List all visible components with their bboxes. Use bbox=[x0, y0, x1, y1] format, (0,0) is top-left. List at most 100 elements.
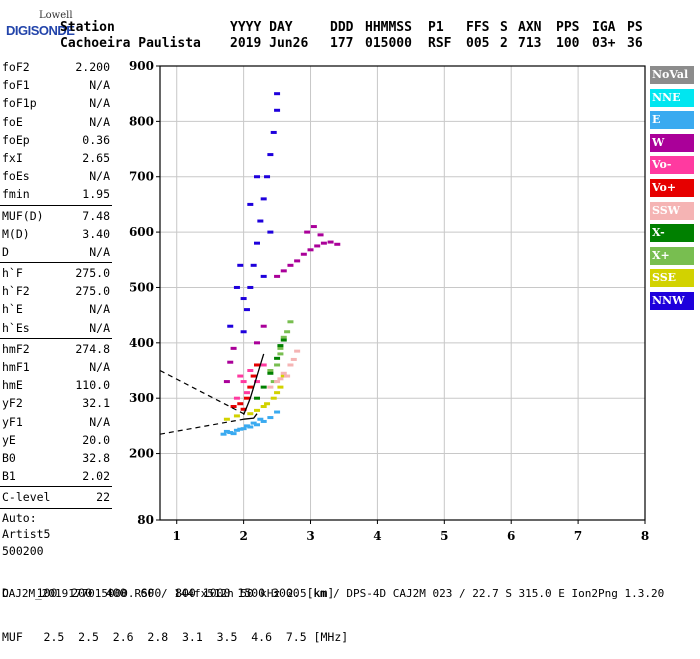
muf-row: MUF 2.5 2.5 2.6 2.8 3.1 3.5 4.6 7.5 [MHz… bbox=[2, 629, 349, 644]
param-value: N/A bbox=[89, 169, 110, 184]
data-point-w bbox=[307, 248, 314, 252]
header-station-label: Station bbox=[60, 20, 115, 35]
data-point-w bbox=[294, 259, 301, 263]
data-point-nnw bbox=[254, 241, 260, 245]
param-row: h`F2 275.0 bbox=[0, 282, 112, 300]
param-row: fxI 2.65 bbox=[0, 149, 112, 167]
y-tick-label: 600 bbox=[129, 225, 154, 239]
param-value: 20.0 bbox=[82, 432, 110, 447]
data-point-x bbox=[274, 363, 281, 367]
header-p1-value: RSF bbox=[428, 36, 452, 51]
param-row: B1 2.02 bbox=[0, 467, 112, 485]
data-point-e bbox=[254, 423, 260, 427]
data-point-x bbox=[277, 344, 284, 348]
data-point-sse bbox=[270, 396, 277, 400]
param-name: hmE bbox=[2, 378, 23, 393]
data-point-nnw bbox=[257, 219, 264, 223]
param-row: hmF1 N/A bbox=[0, 358, 112, 376]
legend-item-nnw: NNW bbox=[650, 291, 694, 310]
data-point-nnw bbox=[247, 285, 254, 289]
param-separator bbox=[0, 337, 112, 339]
data-point-ssw bbox=[294, 349, 301, 353]
param-value: 3.40 bbox=[82, 226, 110, 241]
data-point-w bbox=[260, 324, 267, 328]
data-point-vo bbox=[247, 385, 254, 389]
data-point-e bbox=[274, 410, 281, 414]
legend: NoVal NNE E W Vo- Vo+ SSW X- X+ SSE NNW bbox=[650, 66, 694, 315]
data-point-vo bbox=[237, 374, 244, 378]
data-point-vo bbox=[230, 405, 237, 408]
data-point-vo bbox=[247, 369, 254, 373]
param-row: hmF2 274.8 bbox=[0, 340, 112, 358]
param-value: 32.8 bbox=[82, 450, 110, 465]
y-tick-label: 400 bbox=[129, 336, 154, 350]
data-point-e bbox=[223, 429, 230, 433]
header-time-value: 015000 bbox=[365, 36, 412, 51]
param-name: C-level bbox=[2, 490, 51, 505]
legend-item-ssw: SSW bbox=[650, 201, 694, 220]
x-tick-label: 4 bbox=[373, 529, 381, 543]
param-row: M(D) 3.40 bbox=[0, 225, 112, 243]
distance-row: D 100 200 400 600 800 1000 1500 3000 [km… bbox=[2, 586, 335, 600]
x-tick-label: 7 bbox=[574, 529, 582, 543]
data-point-nnw bbox=[247, 202, 254, 206]
param-separator bbox=[0, 204, 112, 206]
param-row: yF2 32.1 bbox=[0, 394, 112, 412]
logo-lowell-text: Lowell bbox=[39, 10, 73, 21]
param-value: 274.8 bbox=[75, 341, 110, 356]
param-value: N/A bbox=[89, 96, 110, 111]
param-name: hmF2 bbox=[2, 341, 30, 356]
param-separator bbox=[0, 507, 112, 509]
param-name: yF1 bbox=[2, 414, 23, 429]
y-tick-label: 300 bbox=[129, 391, 154, 405]
legend-item-sse: SSE bbox=[650, 269, 694, 288]
param-value: 110.0 bbox=[75, 378, 110, 393]
legend-item-x: X+ bbox=[650, 246, 694, 265]
param-row: yE 20.0 bbox=[0, 431, 112, 449]
param-row: foE N/A bbox=[0, 113, 112, 131]
data-point-e bbox=[247, 425, 254, 429]
data-point-w bbox=[230, 346, 237, 350]
param-name: fmin bbox=[2, 187, 30, 202]
param-name: h`E bbox=[2, 302, 23, 317]
param-row: h`E N/A bbox=[0, 300, 112, 318]
ionogram-chart: 1 2 3 4 5 6 7 8 80 200 300 400 500 600 700 800 900 bbox=[129, 59, 649, 543]
data-point-ssw bbox=[274, 380, 281, 384]
data-point-w bbox=[314, 244, 321, 248]
data-point-nnw bbox=[270, 130, 277, 134]
data-point-nnw bbox=[227, 324, 234, 328]
logo-digisonde-text: DIGISONDE bbox=[6, 23, 75, 38]
data-point-w bbox=[223, 380, 230, 384]
legend-item-w: W bbox=[650, 133, 694, 152]
data-point-vo bbox=[237, 402, 244, 406]
data-point-nnw bbox=[243, 308, 250, 312]
legend-item-vo: Vo+ bbox=[650, 178, 694, 197]
param-row: foEp 0.36 bbox=[0, 131, 112, 149]
header-s-label: S bbox=[500, 20, 508, 35]
x-tick-label: 1 bbox=[173, 529, 181, 543]
data-point-nnw bbox=[254, 175, 260, 179]
data-point-w bbox=[227, 360, 234, 364]
param-row: foF2 2.200 bbox=[0, 58, 112, 76]
param-row: C-level 22 bbox=[0, 488, 112, 506]
data-point-nnw bbox=[267, 230, 274, 234]
data-point-nnw bbox=[274, 92, 281, 96]
data-point-vo bbox=[233, 396, 240, 400]
data-point-x bbox=[277, 346, 284, 350]
header-axn-value: 713 bbox=[518, 36, 542, 51]
data-point-x bbox=[280, 335, 287, 339]
data-point-x bbox=[260, 385, 267, 389]
x-tick-label: 5 bbox=[440, 529, 448, 543]
legend-item-e: E bbox=[650, 111, 694, 130]
data-point-w bbox=[300, 252, 307, 256]
header-time-label: HHMMSS bbox=[365, 20, 412, 35]
data-point-x bbox=[274, 356, 281, 360]
param-row: foEs N/A bbox=[0, 167, 112, 185]
data-point-x bbox=[267, 371, 274, 375]
data-point-nnw bbox=[260, 274, 267, 278]
data-point-w bbox=[327, 240, 334, 244]
data-point-e bbox=[240, 427, 247, 431]
header-date-label: YYYY DAY bbox=[230, 20, 293, 35]
param-row: B0 32.8 bbox=[0, 449, 112, 467]
footer-info: CAJ2M_2019177015000.RSF / 144fx512h 50 k… bbox=[2, 587, 665, 600]
